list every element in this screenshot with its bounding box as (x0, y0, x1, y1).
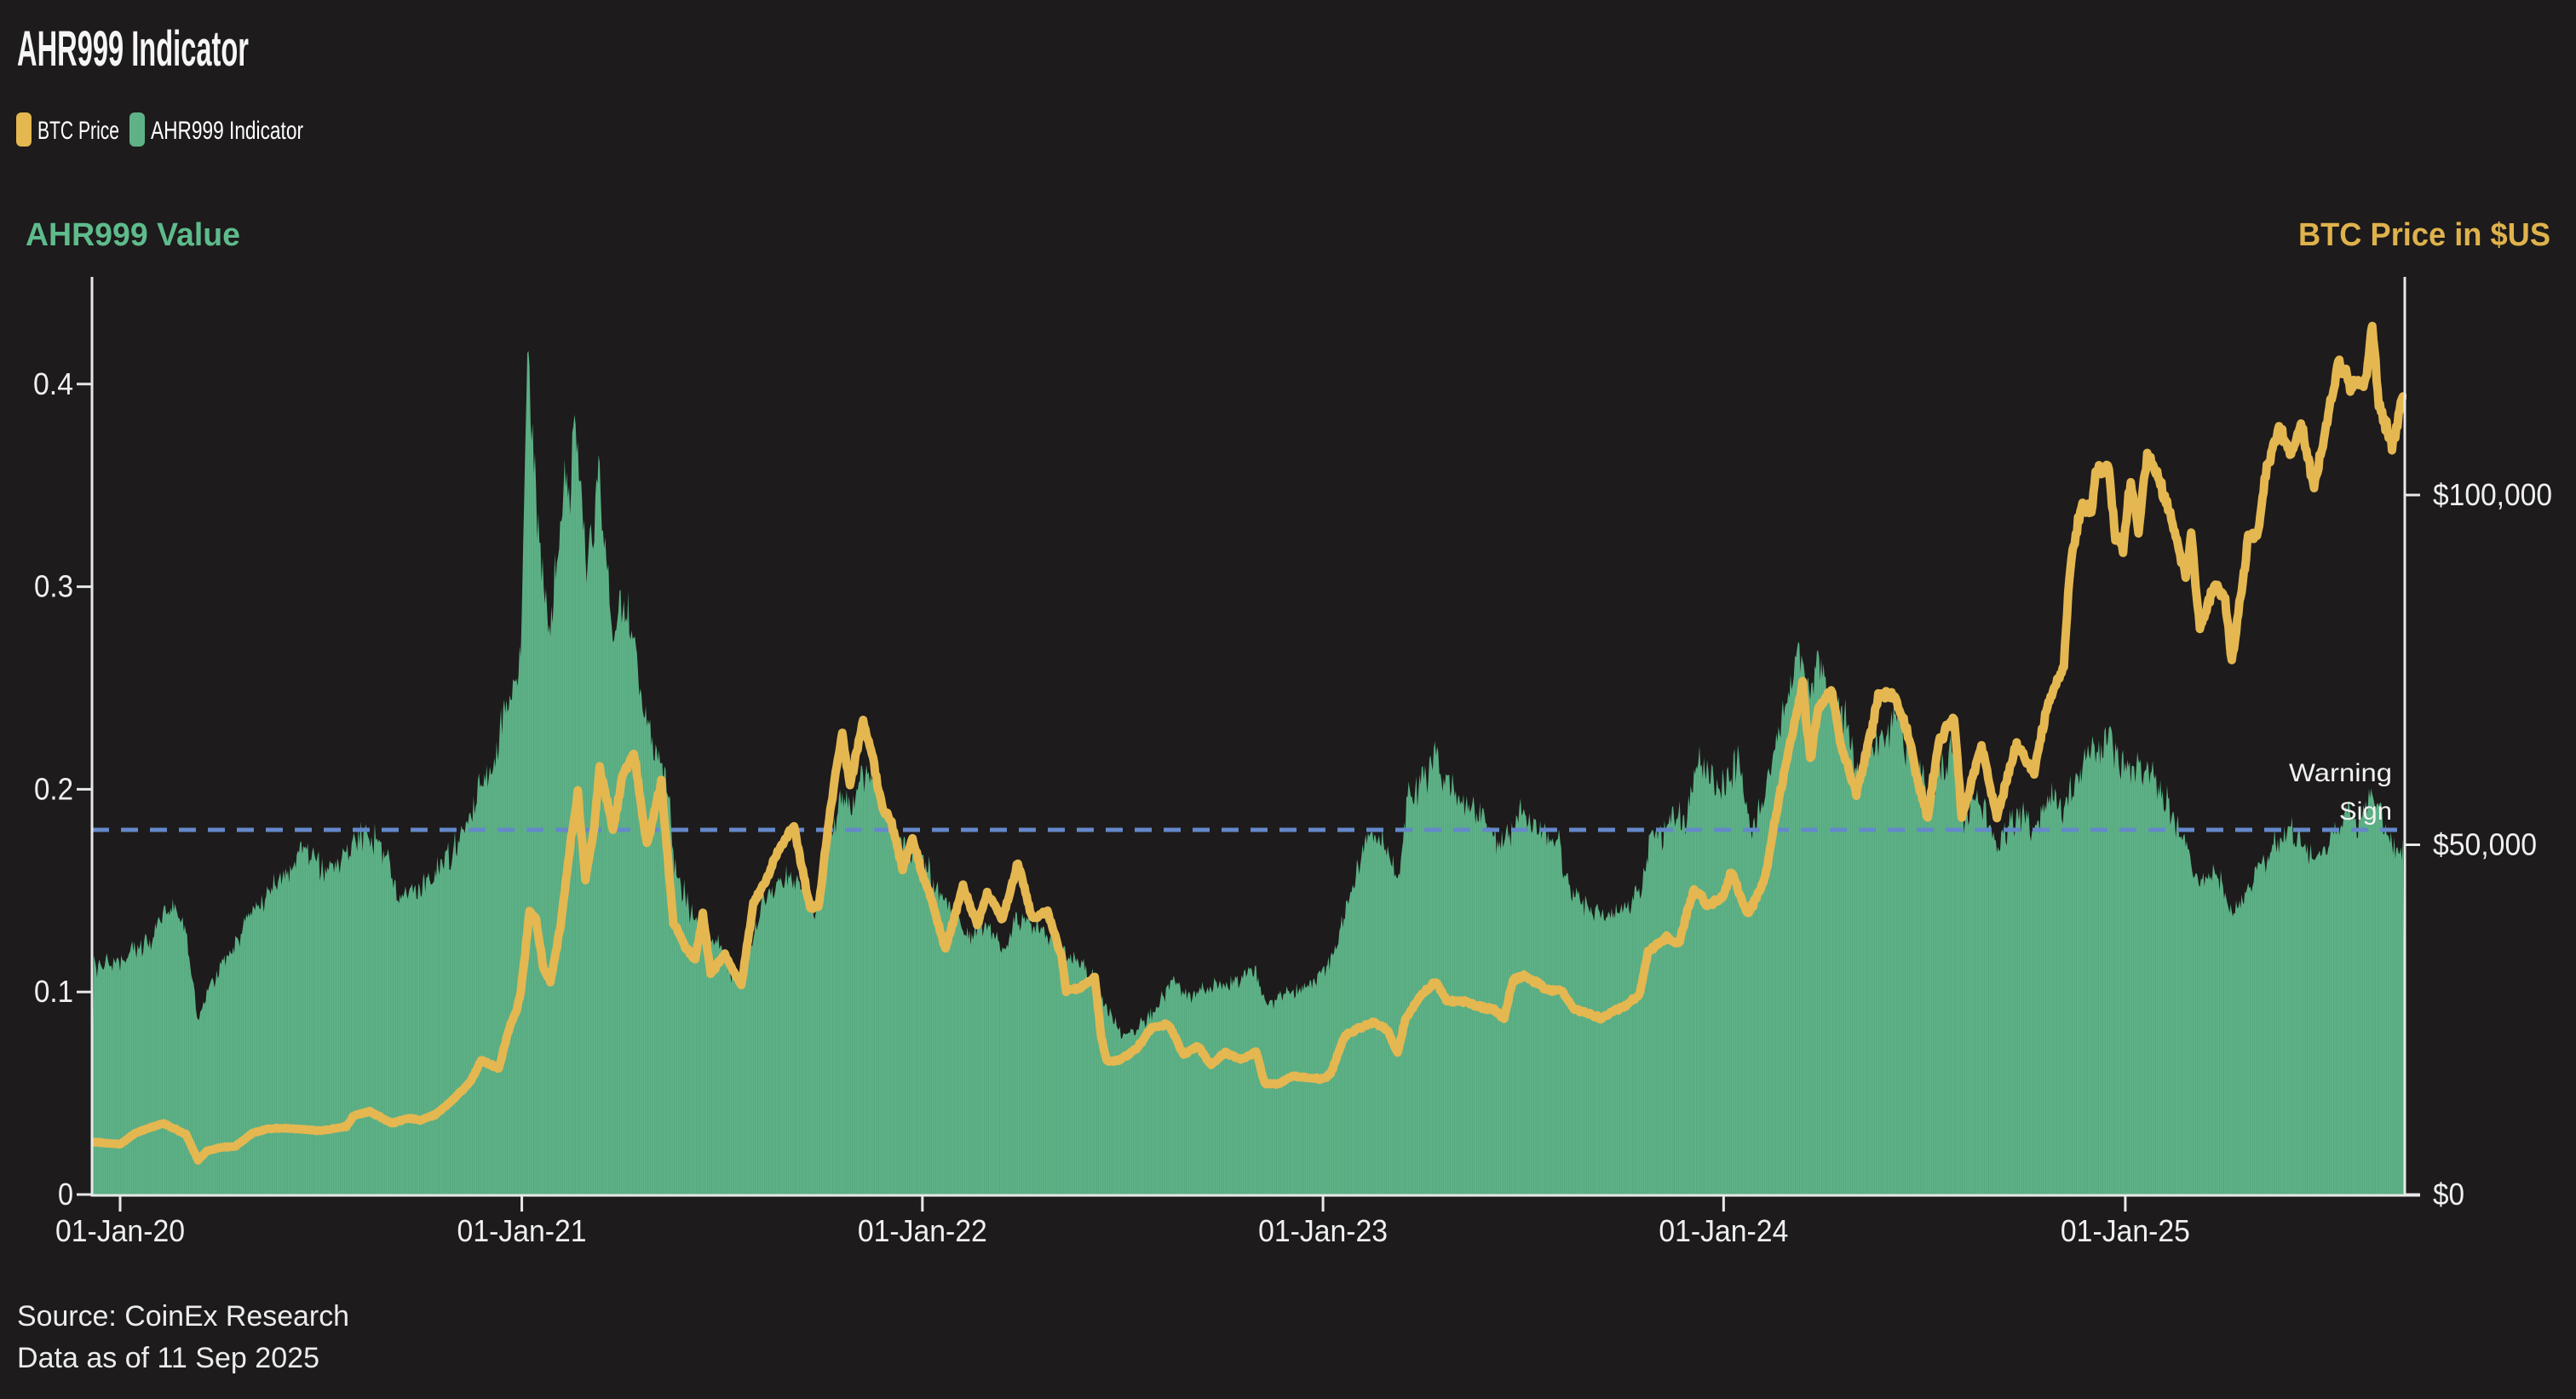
legend-label-ahr999: AHR999 Indicator (151, 117, 303, 145)
right-axis-tick-label: $50,000 (2433, 827, 2537, 862)
x-axis-tick-label: 01-Jan-25 (2061, 1213, 2190, 1248)
left-axis-tick-label: 0 (58, 1177, 73, 1212)
left-axis-tick-label: 0.2 (34, 771, 73, 806)
left-axis-tick-label: 0.1 (34, 974, 73, 1009)
x-axis-tick-label: 01-Jan-21 (457, 1213, 587, 1248)
right-axis-tick-label: $0 (2433, 1177, 2464, 1212)
legend-label-btc-price: BTC Price (37, 117, 119, 145)
axes (77, 277, 2420, 1212)
btc-price-line (91, 321, 2406, 1165)
page-title: AHR999 Indicator (17, 21, 249, 77)
legend: BTC Price AHR999 Indicator (16, 112, 303, 147)
warning-sign-line2: Sign (2339, 797, 2392, 826)
axis-tick-labels: 0 0.1 0.2 0.3 0.4 $0 $50,000 $100,000 01-Jan-20 0… (33, 366, 2552, 1248)
legend-swatch-ahr999 (129, 112, 145, 147)
legend-swatch-btc-price (16, 112, 32, 147)
warning-sign-line1: Warning (2289, 759, 2392, 787)
right-axis-tick-label: $100,000 (2433, 477, 2552, 512)
x-axis-tick-label: 01-Jan-24 (1659, 1213, 1788, 1248)
plot-area (91, 321, 2406, 1195)
left-axis-title: AHR999 Value (26, 217, 240, 253)
left-axis-tick-label: 0.3 (34, 569, 73, 604)
ahr999-indicator-area (92, 350, 2405, 1195)
x-axis-tick-label: 01-Jan-22 (858, 1213, 987, 1248)
source-note: Source: CoinEx Research (17, 1300, 349, 1333)
data-as-of-note: Data as of 11 Sep 2025 (17, 1342, 319, 1374)
x-axis-tick-label: 01-Jan-20 (55, 1213, 185, 1248)
warning-sign-label: Warning Sign (2289, 759, 2392, 826)
left-axis-tick-label: 0.4 (33, 366, 73, 401)
right-axis-title: BTC Price in $US (2298, 217, 2550, 253)
x-axis-tick-label: 01-Jan-23 (1258, 1213, 1388, 1248)
